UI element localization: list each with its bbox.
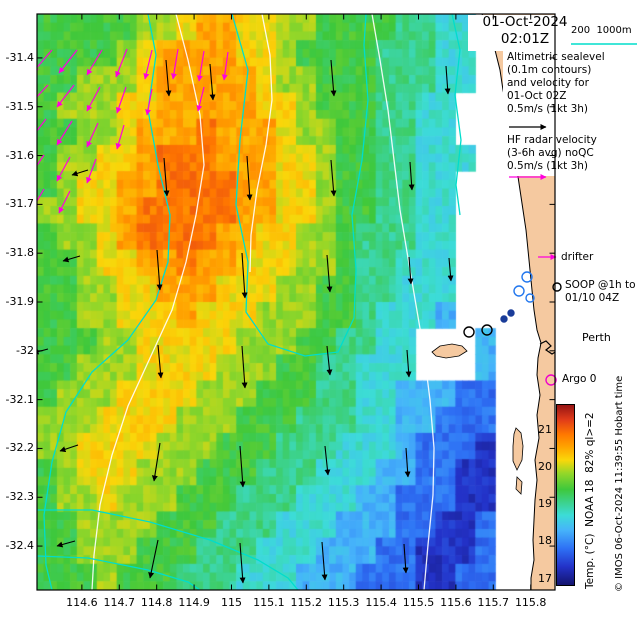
colorbar-tick-label: 20 [538,460,552,474]
colorbar [556,404,575,586]
altimetry-scale-label: 0.5m/s (1kt 3h) [507,103,589,115]
sst-field-canvas [37,14,555,590]
map-title-date: 01-Oct-2024 [482,14,568,30]
colorbar-tick-label: 21 [538,423,552,436]
y-tick-label: -32.1 [5,392,34,406]
x-tick-label: 115.1 [253,596,285,609]
argo-label: Argo 0 [562,373,597,385]
x-tick-label: 114.7 [103,596,136,609]
altimetry-note-line-3: and velocity for [507,77,589,89]
copyright-text: © IMOS 06-Oct-2024 11:39:55 Hobart time [614,375,625,592]
x-tick-label: 115 [220,596,242,609]
bathymetry-contours [91,14,435,590]
x-tick-label: 114.8 [140,596,173,609]
x-tick-label: 114.9 [178,596,210,609]
observation-markers [463,43,637,386]
perth-label: Perth [582,331,611,344]
x-tick-label: 115.5 [402,596,435,609]
hf-radar-velocity-arrows [37,48,229,214]
y-tick-label: -31.6 [5,148,34,162]
y-tick-label: -32.3 [5,490,34,504]
altimetry-note-line-1: Altimetric sealevel [507,51,605,63]
hf-radar-note-line-2: (3-6h avg) noQC [507,147,594,159]
soop-label-line1: SOOP @1h to [565,279,636,291]
bathymetry-legend-label: 200 1000m [571,25,632,36]
y-tick-label: -31.5 [5,99,34,113]
legend-background [468,15,555,176]
geostrophic-velocity-arrows [37,59,454,584]
x-tick-label: 114.6 [66,596,98,609]
sealevel-contours [37,14,462,590]
y-tick-label: -31.7 [5,197,34,211]
hf-radar-note-line-1: HF radar velocity [507,134,597,146]
map-title-time: 02:01Z [500,31,550,47]
x-tick-label: 115.7 [477,596,510,609]
drifter-label: drifter [561,251,594,263]
x-tick-label: 115.3 [327,596,360,609]
y-tick-label: -32.2 [5,441,34,455]
x-tick-label: 115.2 [290,596,323,609]
y-tick-label: -31.4 [5,50,34,64]
colorbar-axis-label: Temp. (°C) NOAA 18 82% ql>=2 [584,412,596,589]
x-tick-label: 115.6 [440,596,472,609]
map-frame-and-ticks [36,13,556,591]
y-tick-label: -31.8 [5,246,34,260]
altimetry-note-line-4: 01-Oct 02Z [507,90,567,102]
colorbar-tick-label: 19 [538,497,552,511]
hf-radar-scale-label: 0.5m/s (1kt 3h) [507,160,589,172]
x-tick-label: 115.8 [514,596,547,609]
x-tick-label: 115.4 [365,596,397,609]
y-tick-label: -31.9 [5,295,34,308]
soop-label-line2: 01/10 04Z [565,292,620,304]
altimetry-note-line-2: (0.1m contours) [507,64,592,76]
y-tick-label: -32.4 [5,539,34,553]
colorbar-tick-label: 18 [538,534,552,548]
y-tick-label: -32 [16,343,34,357]
colorbar-tick-label: 17 [538,571,552,585]
